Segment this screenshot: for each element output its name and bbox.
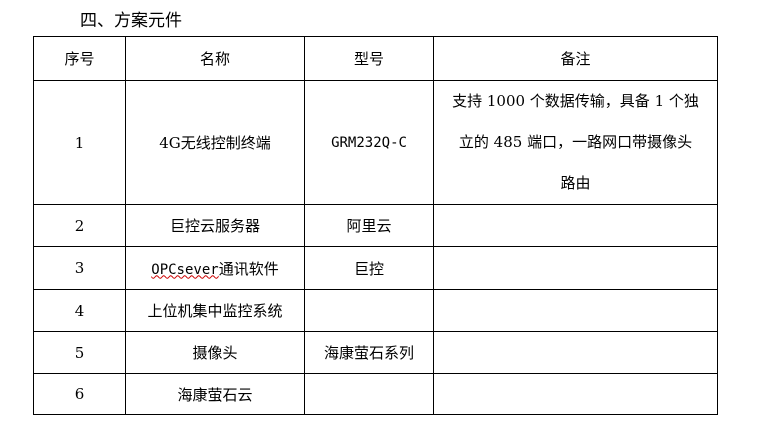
cell-no: 5	[33, 331, 126, 374]
cell-name: 4G无线控制终端	[125, 80, 305, 205]
table-row: 6 海康萤石云	[33, 373, 718, 415]
cell-name: 海康萤石云	[125, 373, 305, 415]
cell-model	[304, 289, 434, 332]
cell-no: 3	[33, 246, 126, 290]
cell-note	[433, 331, 718, 374]
cell-model: 巨控	[304, 246, 434, 290]
cell-model: GRM232Q-C	[304, 80, 434, 205]
table-row: 5 摄像头 海康萤石系列	[33, 331, 718, 374]
section-title: 四、方案元件	[80, 11, 182, 31]
cell-no: 1	[33, 80, 126, 205]
table-row: 3 OPCsever通讯软件 巨控	[33, 246, 718, 290]
cell-model	[304, 373, 434, 415]
name-prefix: OPCsever	[151, 261, 219, 278]
cell-note	[433, 373, 718, 415]
table-row: 2 巨控云服务器 阿里云	[33, 204, 718, 247]
cell-note: 支持 1000 个数据传输，具备 1 个独 立的 485 端口，一路网口带摄像头…	[433, 80, 718, 205]
cell-name: OPCsever通讯软件	[125, 246, 305, 290]
cell-no: 6	[33, 373, 126, 415]
header-no: 序号	[33, 36, 126, 81]
cell-note	[433, 204, 718, 247]
table-row: 4 上位机集中监控系统	[33, 289, 718, 332]
cell-name: 上位机集中监控系统	[125, 289, 305, 332]
header-model: 型号	[304, 36, 434, 81]
table-row: 1 4G无线控制终端 GRM232Q-C 支持 1000 个数据传输，具备 1 …	[33, 80, 718, 205]
cell-note	[433, 289, 718, 332]
header-note: 备注	[433, 36, 718, 81]
cell-name: 巨控云服务器	[125, 204, 305, 247]
cell-model: 阿里云	[304, 204, 434, 247]
note-line: 路由	[560, 174, 591, 192]
note-line: 立的 485 端口，一路网口带摄像头	[458, 133, 693, 151]
name-suffix: 通讯软件	[218, 259, 279, 278]
cell-name: 摄像头	[125, 331, 305, 374]
note-line: 支持 1000 个数据传输，具备 1 个独	[452, 92, 699, 110]
cell-no: 4	[33, 289, 126, 332]
components-table: 序号 名称 型号 备注 1 4G无线控制终端 GRM232Q-C 支持 1000…	[33, 36, 718, 415]
header-name: 名称	[125, 36, 305, 81]
cell-note	[433, 246, 718, 290]
cell-model: 海康萤石系列	[304, 331, 434, 374]
cell-no: 2	[33, 204, 126, 247]
table-header-row: 序号 名称 型号 备注	[33, 36, 718, 81]
